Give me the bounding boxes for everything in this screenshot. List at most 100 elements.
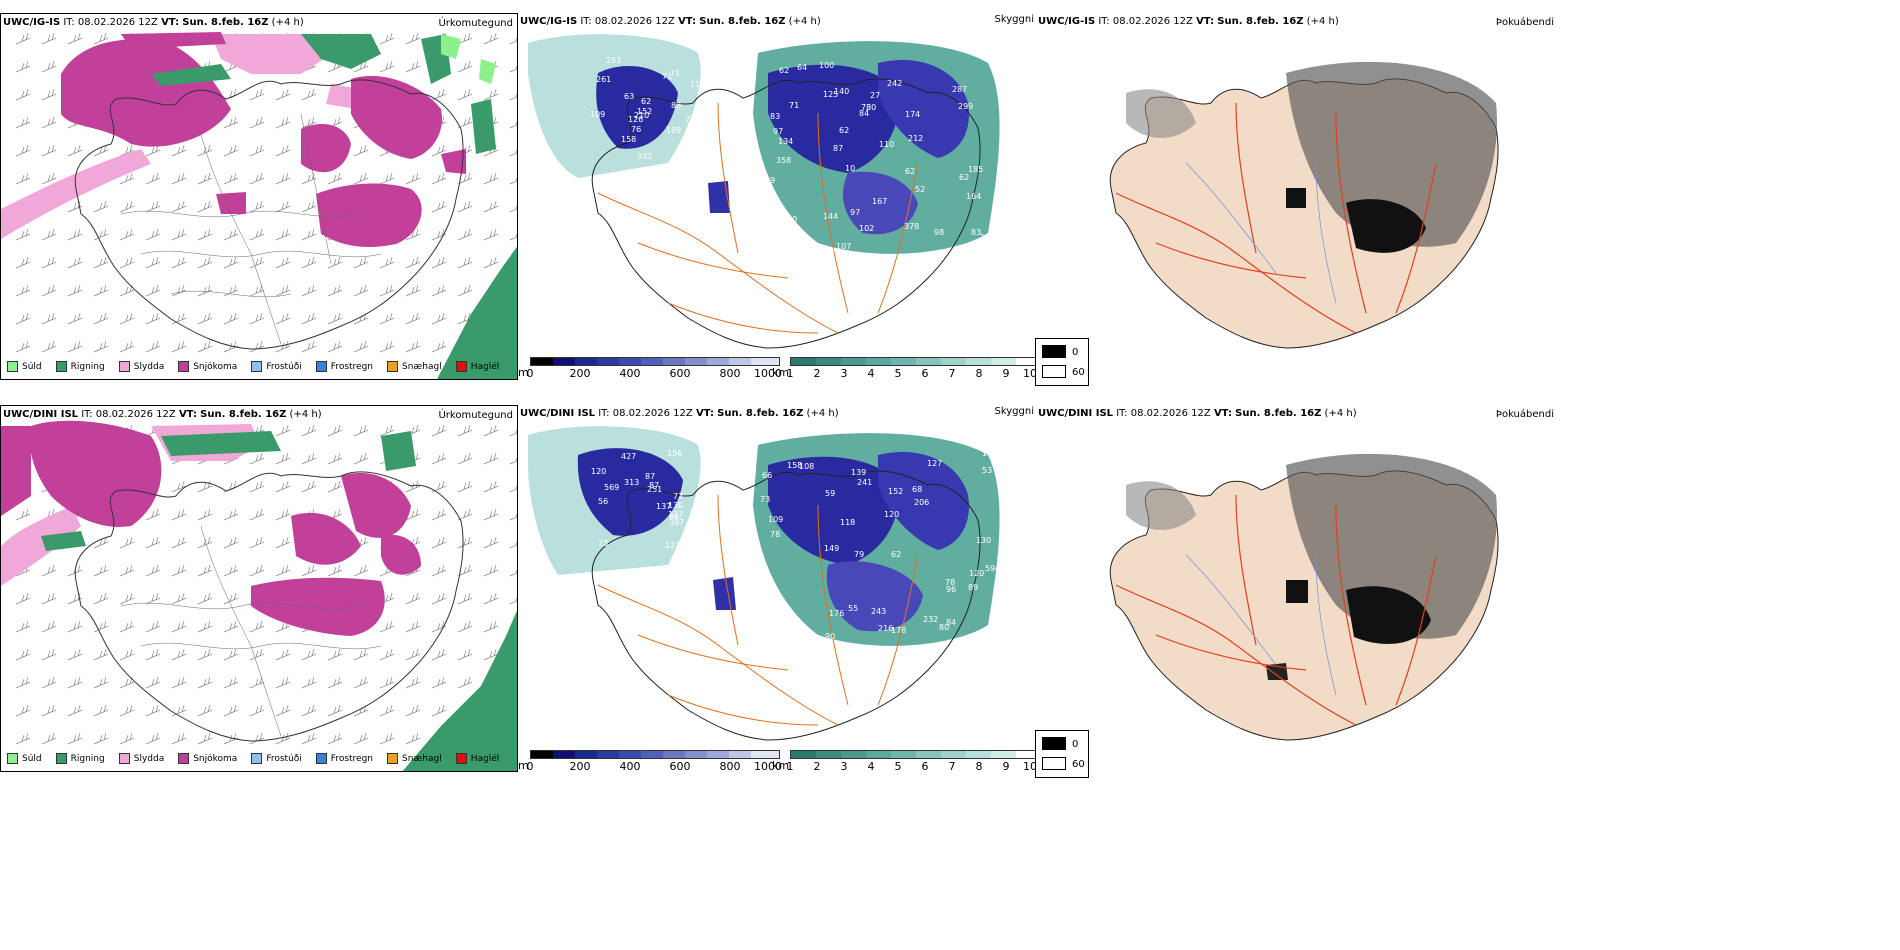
wind-barb bbox=[301, 256, 317, 269]
wind-barb bbox=[223, 256, 239, 269]
wind-barb bbox=[301, 452, 317, 465]
cloud-base-label: 137 bbox=[656, 502, 671, 511]
wind-barb bbox=[431, 508, 447, 521]
wind-barb bbox=[67, 648, 83, 661]
cloud-base-label: 63 bbox=[624, 92, 634, 101]
wind-barb bbox=[509, 596, 517, 605]
wind-barb bbox=[197, 172, 213, 185]
fog-label-bottom: Þokuábendi bbox=[1495, 409, 1554, 420]
wind-barb bbox=[223, 88, 239, 101]
wind-barb bbox=[379, 732, 395, 745]
wind-barb bbox=[431, 200, 447, 213]
wind-barb bbox=[457, 32, 473, 45]
legend-item: Slydda bbox=[118, 753, 164, 764]
wind-barb bbox=[223, 228, 239, 241]
cloud-base-label: 109 bbox=[768, 515, 783, 524]
cloud-base-label: 183 bbox=[980, 233, 995, 242]
wind-barb bbox=[249, 116, 265, 129]
wind-barb bbox=[353, 676, 369, 689]
wind-barb bbox=[353, 732, 369, 745]
wind-barb bbox=[67, 312, 83, 325]
wind-barb bbox=[509, 92, 517, 101]
wind-barb bbox=[93, 704, 109, 717]
cloud-base-label: 107 bbox=[982, 449, 997, 458]
cloud-base-label: 84 bbox=[946, 618, 956, 627]
wind-barb bbox=[119, 340, 135, 353]
visibility-scale-unit: km bbox=[772, 366, 790, 379]
cloud-base-label: 62 bbox=[959, 173, 969, 182]
fog-legend-top: 0 60 bbox=[1035, 338, 1089, 386]
panel-title-top-vis: UWC/IG-IS IT: 08.02.2026 12Z VT: Sun. 8.… bbox=[520, 16, 821, 27]
cloud-base-label: 209 bbox=[775, 251, 790, 260]
cloud-base-label: 149 bbox=[824, 544, 839, 553]
wind-barb bbox=[301, 648, 317, 661]
wind-barb bbox=[15, 732, 31, 745]
legend-item: Frostregn bbox=[315, 753, 373, 764]
wind-barb bbox=[275, 116, 291, 129]
cloud-base-label: 134 bbox=[778, 137, 793, 146]
wind-barb bbox=[249, 564, 265, 577]
cloud-base-label: 332 bbox=[637, 152, 652, 161]
wind-barb bbox=[301, 172, 317, 185]
wind-barb bbox=[93, 144, 109, 157]
wind-barb bbox=[457, 256, 473, 269]
cloud-base-label: 71 bbox=[670, 69, 680, 78]
cloud-base-label: 140 bbox=[834, 87, 849, 96]
wind-barb bbox=[145, 340, 161, 353]
wind-barb bbox=[405, 592, 421, 605]
wind-barb bbox=[457, 200, 473, 213]
wind-barb bbox=[93, 312, 109, 325]
wind-barb bbox=[405, 312, 421, 325]
wind-barb bbox=[405, 340, 421, 353]
wind-barb bbox=[379, 60, 395, 73]
cloud-base-label: 52 bbox=[915, 185, 925, 194]
wind-barb bbox=[483, 452, 499, 465]
wind-barb bbox=[327, 452, 343, 465]
wind-barb bbox=[405, 648, 421, 661]
wind-barb bbox=[41, 32, 57, 45]
wind-barb bbox=[15, 648, 31, 661]
wind-barb bbox=[197, 648, 213, 661]
wind-barb bbox=[275, 508, 291, 521]
cloud-base-label: 82 bbox=[687, 122, 697, 131]
wind-barb bbox=[301, 704, 317, 717]
cloud-base-label: 97 bbox=[850, 208, 860, 217]
visibility-scale-top: km 1 2 3 4 5 6 7 8 9 10 bbox=[772, 357, 1042, 380]
cloud-base-label: 83 bbox=[671, 101, 681, 110]
wind-barb bbox=[431, 676, 447, 689]
panel-title-bottom-fog: UWC/DINI ISL IT: 08.02.2026 12Z VT: Sun.… bbox=[1038, 408, 1357, 419]
cloud-base-label: 59 bbox=[825, 489, 835, 498]
wind-barb bbox=[93, 228, 109, 241]
wind-barb bbox=[223, 480, 239, 493]
wind-barb bbox=[67, 256, 83, 269]
wind-barb bbox=[93, 676, 109, 689]
wind-barb bbox=[41, 60, 57, 73]
wind-barb bbox=[457, 88, 473, 101]
wind-barb bbox=[197, 592, 213, 605]
cloud-base-label: 108 bbox=[799, 462, 814, 471]
wind-barb bbox=[197, 676, 213, 689]
wind-barb bbox=[93, 200, 109, 213]
cloud-base-label: 80 bbox=[939, 623, 949, 632]
wind-barb bbox=[353, 172, 369, 185]
cloud-base-label: 71 bbox=[662, 72, 672, 81]
wind-barb bbox=[15, 88, 31, 101]
wind-barb bbox=[379, 704, 395, 717]
fog-map-top bbox=[1109, 61, 1499, 349]
wind-barb bbox=[41, 620, 57, 633]
wind-barb bbox=[15, 676, 31, 689]
cloud-base-label: 87 bbox=[833, 144, 843, 153]
wind-barb bbox=[171, 284, 187, 297]
cloud-base-label: 80 bbox=[866, 103, 876, 112]
precip-type-map-bottom bbox=[1, 420, 517, 771]
wind-barb bbox=[483, 424, 499, 437]
wind-barb bbox=[223, 564, 239, 577]
wind-barb bbox=[93, 536, 109, 549]
wind-barb bbox=[67, 340, 83, 353]
wind-barb bbox=[457, 648, 473, 661]
wind-barb bbox=[379, 32, 395, 45]
wind-barb bbox=[353, 340, 369, 353]
cloud-base-label: 185 bbox=[779, 254, 794, 263]
wind-barb bbox=[327, 676, 343, 689]
wind-barb bbox=[405, 620, 421, 633]
